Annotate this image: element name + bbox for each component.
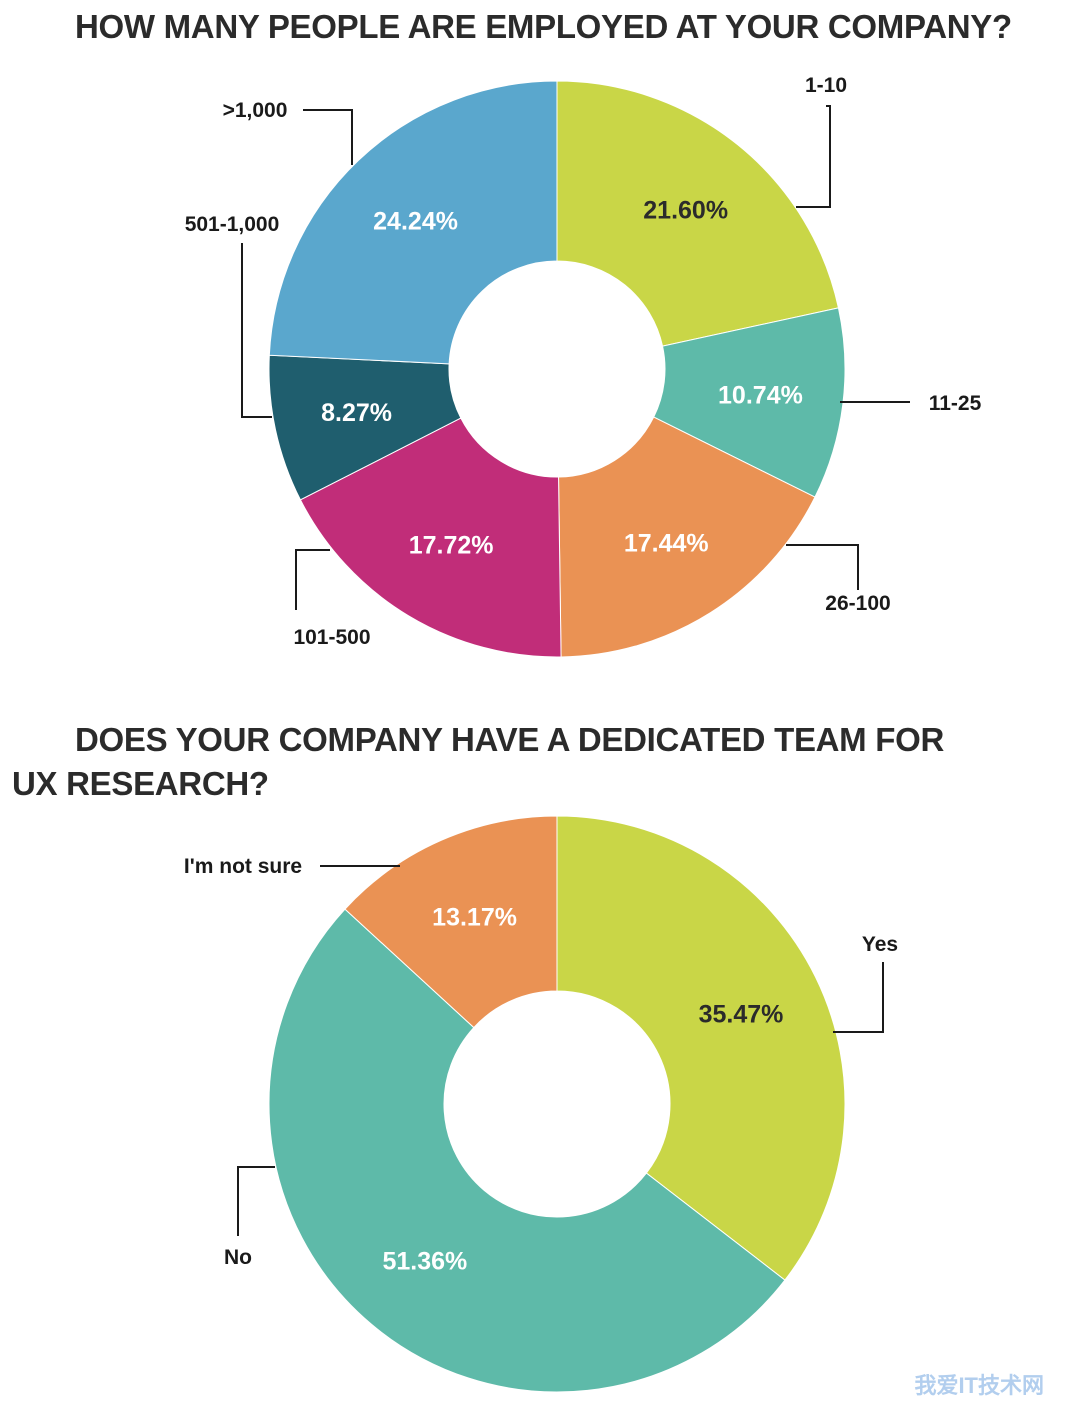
leader-line <box>796 105 831 208</box>
category-label: Yes <box>862 933 898 956</box>
data-label: 51.36% <box>382 1248 467 1276</box>
data-label: 24.24% <box>373 208 458 236</box>
category-label: 501-1,000 <box>185 213 280 236</box>
category-label: 11-25 <box>929 392 982 415</box>
slice-101-500 <box>299 417 562 658</box>
chart2-title-line1: DOES YOUR COMPANY HAVE A DEDICATED TEAM … <box>75 721 944 758</box>
leader-line <box>833 962 884 1033</box>
leader-line <box>241 243 272 418</box>
category-label: I'm not sure <box>184 855 302 878</box>
slice-yes <box>556 815 846 1281</box>
data-label: 13.17% <box>432 903 517 931</box>
data-label: 17.72% <box>409 532 494 560</box>
slice-11-25 <box>653 307 846 498</box>
slice--1-000 <box>268 80 558 365</box>
chart2-title: DOES YOUR COMPANY HAVE A DEDICATED TEAM … <box>12 718 944 806</box>
chart2-title-line2: UX RESEARCH? <box>12 765 269 802</box>
data-label: 17.44% <box>624 529 709 557</box>
category-label: 26-100 <box>825 592 890 615</box>
leader-line <box>295 549 330 610</box>
watermark-logo: 我爱IT技术网 <box>914 1373 1044 1398</box>
slice-1-10 <box>556 80 840 347</box>
data-label: 10.74% <box>718 381 803 409</box>
donut-chart-2: 35.47% Yes 51.36% No 13.17% I'm not sure <box>184 815 898 1393</box>
category-label: 1-10 <box>805 74 847 97</box>
slice-26-100 <box>558 416 816 658</box>
category-label: No <box>224 1246 252 1269</box>
category-label: 101-500 <box>293 626 370 649</box>
donut-chart-1: 21.60% 1-10 10.74% 11-25 17.44% 26-100 17.72% 1… <box>185 74 982 658</box>
data-label: 35.47% <box>699 1001 784 1029</box>
chart1-title: HOW MANY PEOPLE ARE EMPLOYED AT YOUR COM… <box>75 8 1012 45</box>
leader-line <box>237 1166 275 1236</box>
data-label: 8.27% <box>321 399 392 427</box>
data-label: 21.60% <box>643 196 728 224</box>
leader-line <box>303 109 353 165</box>
slice-no <box>268 908 786 1393</box>
leader-line <box>786 544 859 590</box>
category-label: >1,000 <box>223 99 288 122</box>
